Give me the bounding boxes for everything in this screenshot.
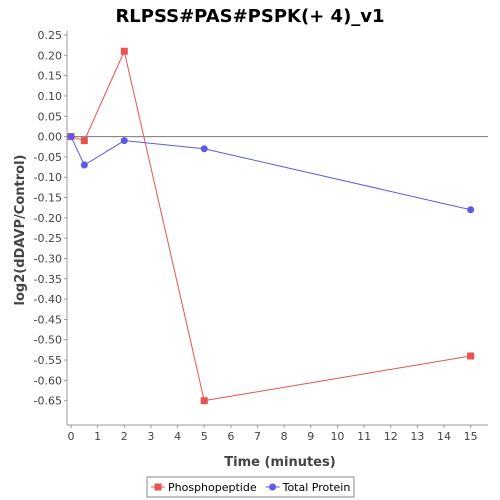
y-tick-label: -0.10 [34,171,62,184]
y-tick-label: 0.05 [38,110,63,123]
x-tick-label: 0 [68,430,75,443]
y-tick-label: -0.45 [34,313,62,326]
y-tick-label: 0.00 [38,131,63,144]
y-tick-label: -0.40 [34,293,62,306]
plot-area: 0.25 0.20 0.15 0.10 0.05 0.00 -0.05 -0.10 -0.15 -… [34,29,488,443]
x-tick-label: 6 [227,430,234,443]
data-point [80,137,88,145]
data-point [67,133,75,141]
y-tick-label: 0.10 [38,90,63,103]
y-tick-label: -0.20 [34,212,62,225]
legend-marker-1 [269,483,277,491]
data-point [467,352,475,360]
y-tick-label: 0.25 [38,29,63,42]
data-point [120,47,128,55]
data-point [80,161,88,169]
y-axis-label: log2(dDAVP/Control) [13,155,28,306]
y-tick-label: -0.25 [34,232,62,245]
x-tick-label: 7 [254,430,261,443]
x-tick-label: 2 [121,430,128,443]
x-axis-label: Time (minutes) [224,455,335,470]
y-tick-label: -0.65 [34,395,62,408]
y-tick-label: -0.60 [34,374,62,387]
x-tick-label: 1 [94,430,101,443]
y-tick-label: -0.05 [34,151,62,164]
y-tick-label: -0.55 [34,354,62,367]
legend-label-1: Total Protein [282,481,351,494]
x-tick-label: 5 [201,430,208,443]
x-tick-label: 14 [437,430,451,443]
data-point [467,206,475,214]
data-point [200,397,208,405]
legend-marker-0 [154,483,162,491]
plot-background [67,31,488,425]
x-tick-label: 9 [307,430,314,443]
x-tick-label: 10 [330,430,344,443]
y-tick-label: -0.50 [34,334,62,347]
y-tick-label: -0.35 [34,273,62,286]
y-tick-label: 0.20 [38,49,63,62]
legend: Phosphopeptide Total Protein [146,476,355,498]
x-tick-label: 3 [147,430,154,443]
x-tick-label: 13 [410,430,424,443]
data-point [200,145,208,153]
x-tick-label: 12 [384,430,398,443]
x-tick-label: 11 [357,430,371,443]
x-tick-label: 8 [281,430,288,443]
data-point [120,137,128,145]
legend-label-0: Phosphopeptide [168,481,257,494]
x-tick-label: 15 [464,430,478,443]
y-tick-label: 0.15 [38,70,63,83]
y-tick-label: -0.15 [34,192,62,205]
x-tick-label: 4 [174,430,181,443]
y-tick-label: -0.30 [34,252,62,265]
legend-box [146,476,355,498]
chart-title: RLPSS#PAS#PSPK(+ 4)_v1 [115,6,384,27]
